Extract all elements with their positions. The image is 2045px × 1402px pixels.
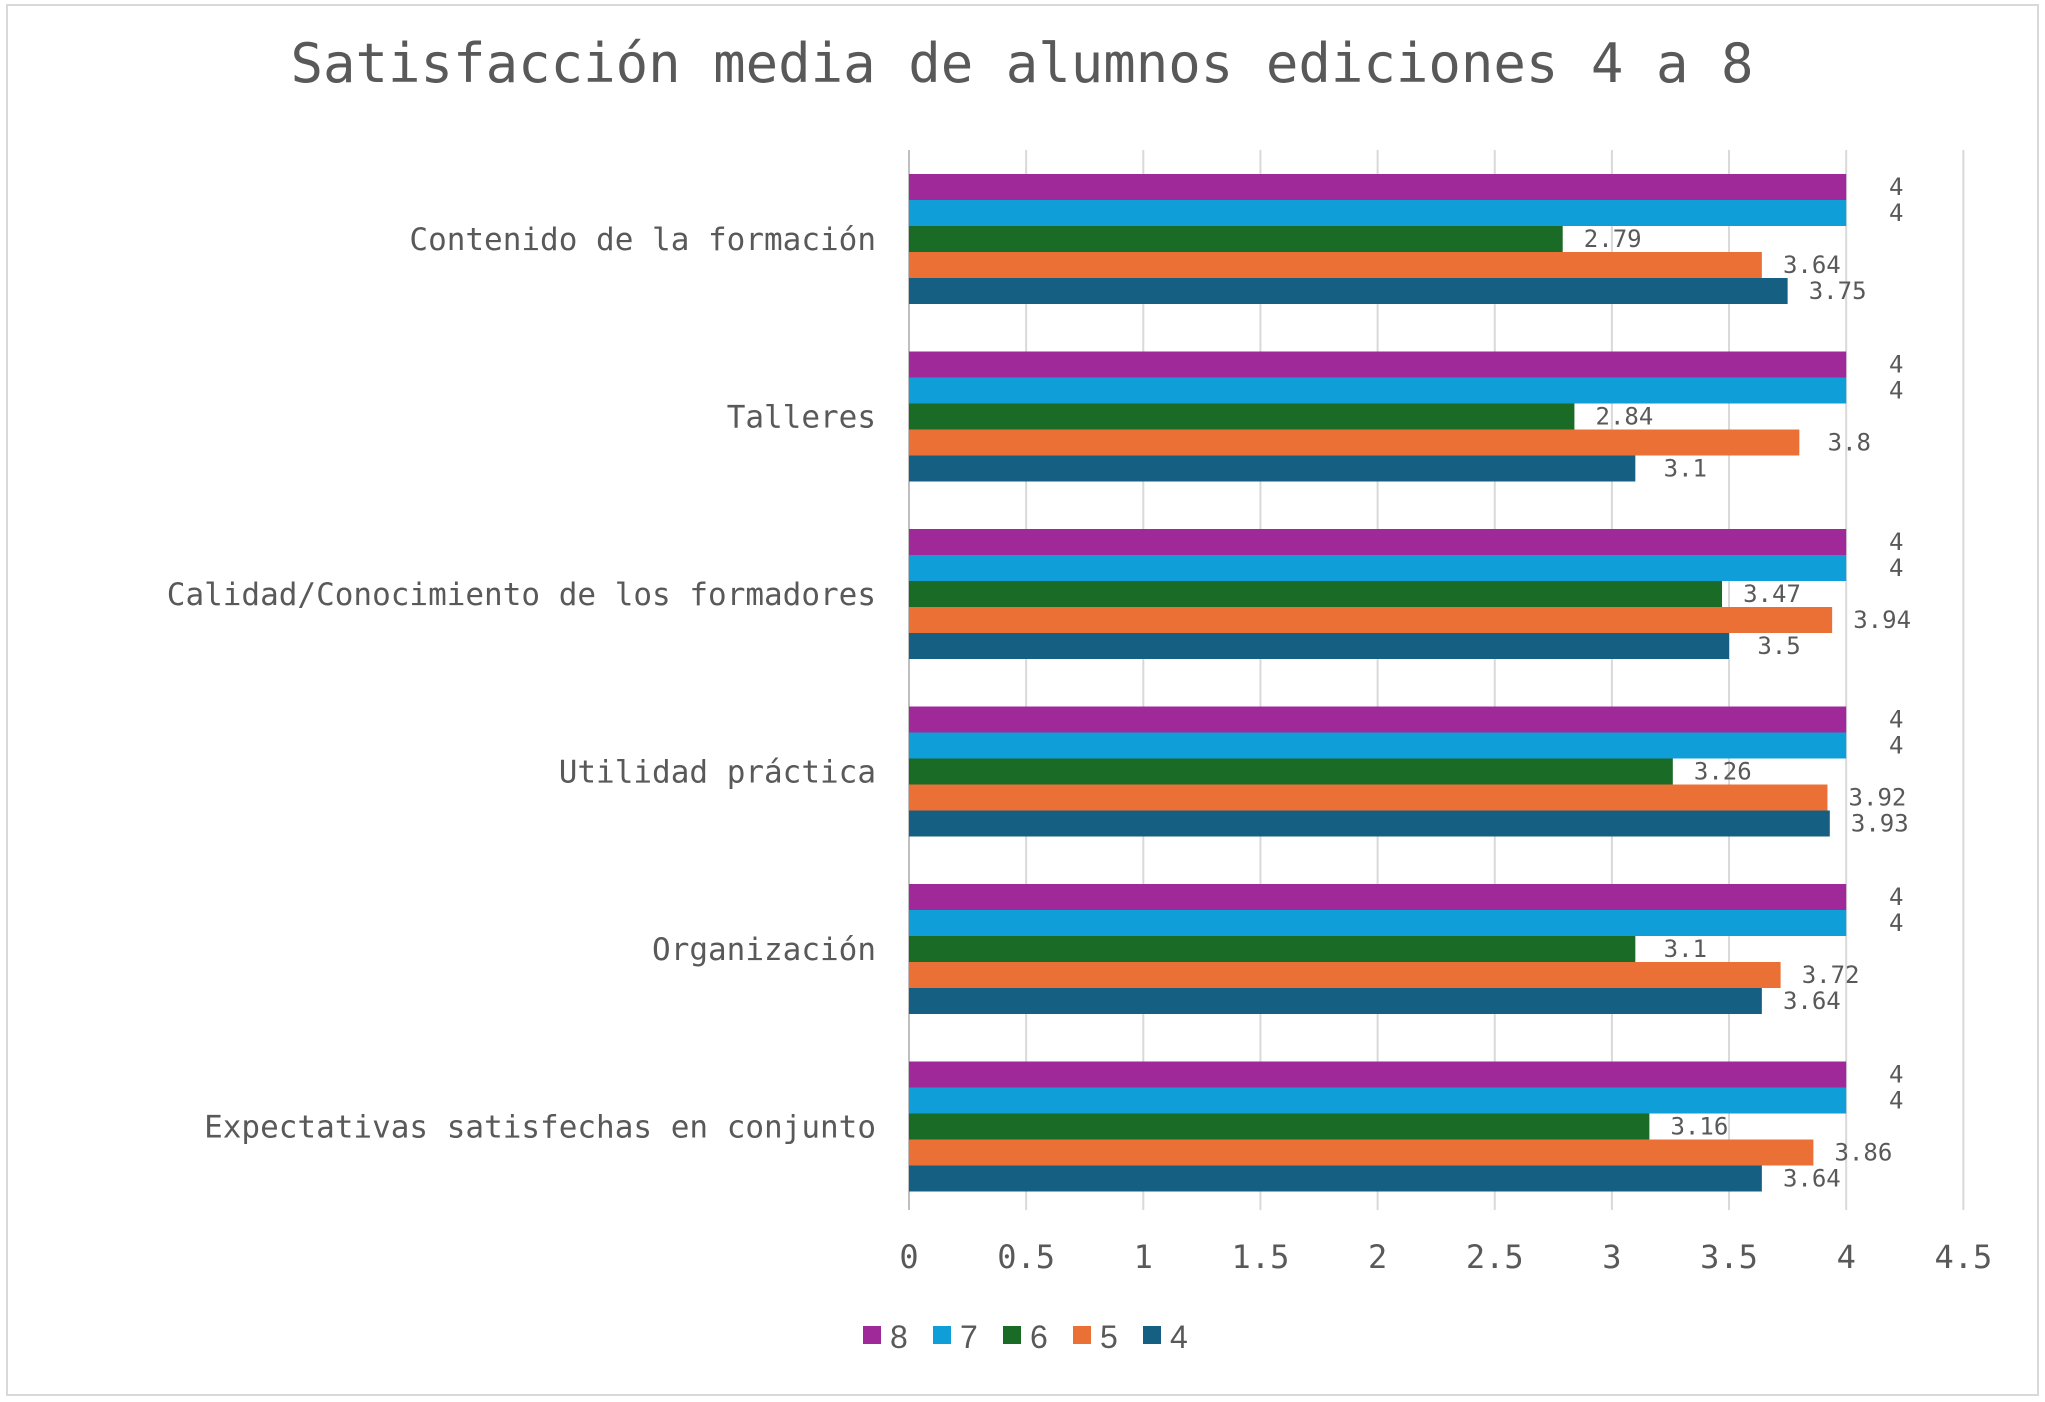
legend-swatch xyxy=(933,1326,951,1344)
bar xyxy=(909,403,1575,430)
bar xyxy=(909,1165,1762,1192)
legend-label: 6 xyxy=(1030,1319,1048,1355)
grid-lines xyxy=(908,150,1965,1210)
data-label: 3.93 xyxy=(1851,810,1909,838)
data-label: 4 xyxy=(1889,732,1903,760)
data-label: 3.92 xyxy=(1849,784,1907,812)
data-label: 3.72 xyxy=(1802,961,1860,989)
bar xyxy=(909,555,1847,581)
x-tick-label: 3 xyxy=(1602,1238,1621,1276)
bar xyxy=(909,988,1762,1014)
bar xyxy=(909,910,1847,936)
bar xyxy=(909,174,1847,200)
bar xyxy=(909,758,1673,785)
bar xyxy=(909,1113,1650,1140)
data-label: 3.64 xyxy=(1783,251,1841,279)
data-label: 3.16 xyxy=(1670,1113,1728,1141)
legend-swatch xyxy=(1073,1326,1091,1344)
bar xyxy=(909,732,1847,759)
legend-label: 8 xyxy=(890,1319,908,1355)
bar xyxy=(909,607,1833,633)
category-labels: Contenido de la formación Talleres Calidad… xyxy=(167,222,876,1146)
category-label: Contenido de la formación xyxy=(409,222,876,258)
data-label: 3.1 xyxy=(1664,935,1707,963)
bar xyxy=(909,1061,1847,1088)
data-label: 3.1 xyxy=(1664,455,1707,483)
data-label: 3.94 xyxy=(1853,606,1911,634)
data-labels: 442.793.643.75442.843.83.1443.473.943.54… xyxy=(1584,173,1911,1193)
x-tick-label: 1 xyxy=(1134,1238,1153,1276)
chart-title: Satisfacción media de alumnos ediciones … xyxy=(291,32,1754,95)
x-tick-label: 1.5 xyxy=(1232,1238,1290,1276)
bars xyxy=(909,174,1847,1192)
bar xyxy=(909,784,1828,811)
legend-label: 5 xyxy=(1100,1319,1118,1355)
x-tick-label: 3.5 xyxy=(1700,1238,1758,1276)
bar xyxy=(909,455,1636,482)
category-label: Expectativas satisfechas en conjunto xyxy=(204,1110,876,1146)
data-label: 4 xyxy=(1889,554,1903,582)
x-tick-label: 2 xyxy=(1368,1238,1387,1276)
data-label: 2.84 xyxy=(1596,403,1654,431)
bar xyxy=(909,884,1847,910)
bar xyxy=(909,962,1781,988)
legend-swatch xyxy=(863,1326,881,1344)
data-label: 4 xyxy=(1889,1087,1903,1115)
category-label: Utilidad práctica xyxy=(559,755,876,791)
bar xyxy=(909,529,1847,555)
data-label: 4 xyxy=(1889,199,1903,227)
bar xyxy=(909,377,1847,404)
bar xyxy=(909,706,1847,733)
bar xyxy=(909,351,1847,378)
bar xyxy=(909,429,1800,456)
legend: 8 7 6 5 4 xyxy=(863,1319,1188,1355)
data-label: 4 xyxy=(1889,883,1903,911)
data-label: 4 xyxy=(1889,528,1903,556)
x-tick-label: 0.5 xyxy=(997,1238,1055,1276)
data-label: 4 xyxy=(1889,351,1903,379)
x-axis-ticks: 0 0.5 1 1.5 2 2.5 3 3.5 4 4.5 xyxy=(899,1238,1992,1276)
data-label: 4 xyxy=(1889,1061,1903,1089)
x-tick-label: 2.5 xyxy=(1466,1238,1524,1276)
category-label: Organización xyxy=(652,932,876,968)
x-tick-label: 4 xyxy=(1837,1238,1856,1276)
bar xyxy=(909,200,1847,226)
bar xyxy=(909,633,1730,659)
legend-label: 7 xyxy=(960,1319,978,1355)
bar xyxy=(909,1139,1814,1166)
legend-swatch xyxy=(1003,1326,1021,1344)
bar xyxy=(909,1087,1847,1114)
data-label: 4 xyxy=(1889,706,1903,734)
data-label: 3.47 xyxy=(1743,580,1801,608)
category-label: Talleres xyxy=(727,400,876,436)
bar xyxy=(909,252,1762,278)
bar xyxy=(909,936,1636,962)
data-label: 3.75 xyxy=(1809,277,1867,305)
data-label: 4 xyxy=(1889,173,1903,201)
data-label: 4 xyxy=(1889,377,1903,405)
category-label: Calidad/Conocimiento de los formadores xyxy=(167,577,876,613)
data-label: 3.8 xyxy=(1828,429,1871,457)
data-label: 3.64 xyxy=(1783,1165,1841,1193)
data-label: 3.86 xyxy=(1834,1139,1892,1167)
data-label: 2.79 xyxy=(1584,225,1642,253)
legend-swatch xyxy=(1143,1326,1161,1344)
data-label: 4 xyxy=(1889,909,1903,937)
bar xyxy=(909,278,1788,304)
data-label: 3.64 xyxy=(1783,987,1841,1015)
data-label: 3.5 xyxy=(1757,632,1800,660)
bar xyxy=(909,226,1563,252)
bar xyxy=(909,581,1723,607)
legend-label: 4 xyxy=(1170,1319,1188,1355)
x-tick-label: 4.5 xyxy=(1934,1238,1992,1276)
x-tick-label: 0 xyxy=(899,1238,918,1276)
bar xyxy=(909,810,1830,837)
data-label: 3.26 xyxy=(1694,758,1752,786)
